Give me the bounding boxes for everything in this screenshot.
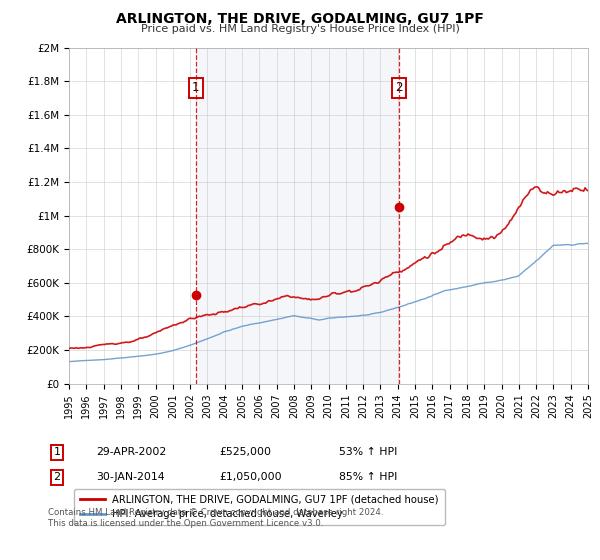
Text: ARLINGTON, THE DRIVE, GODALMING, GU7 1PF: ARLINGTON, THE DRIVE, GODALMING, GU7 1PF [116, 12, 484, 26]
Text: £1,050,000: £1,050,000 [219, 472, 281, 482]
Text: 2: 2 [395, 81, 403, 95]
Text: £525,000: £525,000 [219, 447, 271, 458]
Text: 1: 1 [53, 447, 61, 458]
Text: 30-JAN-2014: 30-JAN-2014 [96, 472, 164, 482]
Text: Contains HM Land Registry data © Crown copyright and database right 2024.
This d: Contains HM Land Registry data © Crown c… [48, 508, 383, 528]
Legend: ARLINGTON, THE DRIVE, GODALMING, GU7 1PF (detached house), HPI: Average price, d: ARLINGTON, THE DRIVE, GODALMING, GU7 1PF… [74, 489, 445, 525]
Text: 53% ↑ HPI: 53% ↑ HPI [339, 447, 397, 458]
Text: 1: 1 [192, 81, 200, 95]
Text: 29-APR-2002: 29-APR-2002 [96, 447, 166, 458]
Text: Price paid vs. HM Land Registry's House Price Index (HPI): Price paid vs. HM Land Registry's House … [140, 24, 460, 34]
Bar [196, 48, 399, 384]
Text: 85% ↑ HPI: 85% ↑ HPI [339, 472, 397, 482]
Text: 2: 2 [53, 472, 61, 482]
